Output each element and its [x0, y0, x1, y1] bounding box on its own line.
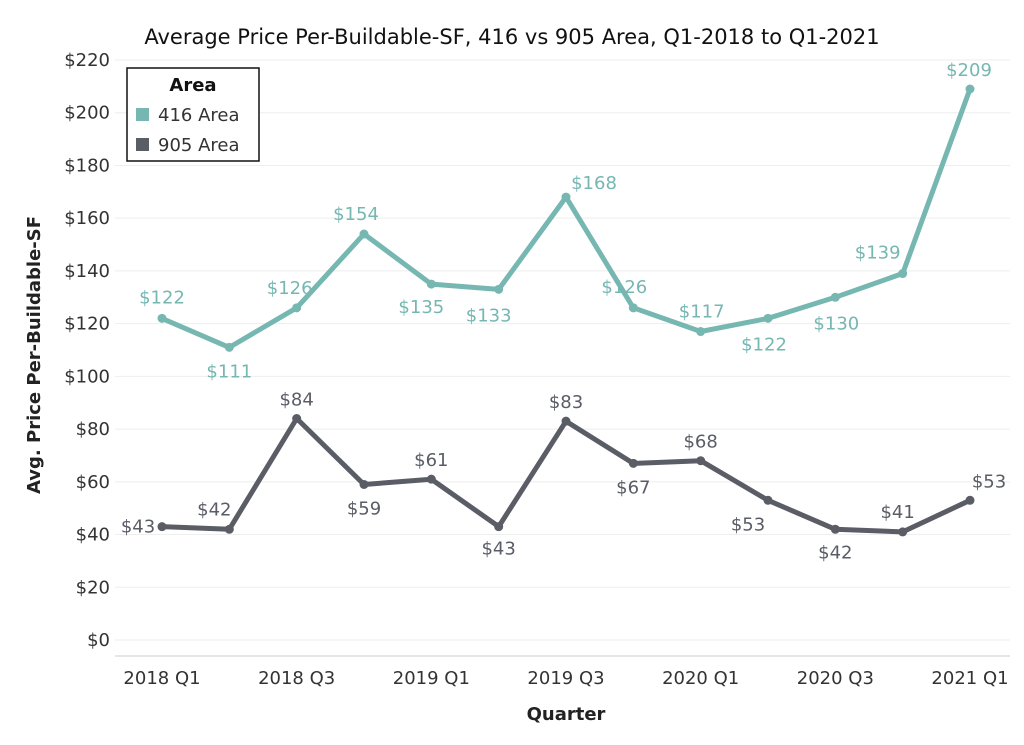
- data-point: [696, 327, 706, 337]
- data-point: [224, 342, 234, 352]
- data-point: [696, 456, 706, 466]
- x-tick-label: 2018 Q3: [258, 668, 335, 689]
- chart-title: Average Price Per-Buildable-SF, 416 vs 9…: [144, 25, 879, 49]
- x-tick-label: 2020 Q1: [662, 668, 739, 689]
- series-points: [157, 84, 975, 537]
- legend-label-905: 905 Area: [158, 135, 240, 156]
- legend: Area 416 Area 905 Area: [126, 67, 260, 162]
- data-label: $53: [731, 514, 765, 535]
- data-point: [965, 84, 975, 94]
- y-tick-label: $20: [76, 577, 110, 598]
- data-point: [157, 313, 167, 323]
- data-label: $67: [616, 477, 650, 498]
- x-axis-title: Quarter: [527, 704, 606, 725]
- y-tick-label: $120: [64, 314, 110, 335]
- data-label: $122: [139, 287, 185, 308]
- data-label: $61: [414, 450, 448, 471]
- x-tick-label: 2020 Q3: [797, 668, 874, 689]
- data-point: [561, 416, 571, 426]
- data-label: $42: [818, 542, 852, 563]
- data-label: $43: [481, 539, 515, 560]
- y-tick-label: $140: [64, 261, 110, 282]
- data-point: [965, 495, 975, 505]
- data-labels: $122 $111 $126 $154 $135 $133 $168 $126 $117 $122…: [121, 60, 1006, 563]
- data-label: $83: [549, 392, 583, 413]
- data-label: $117: [679, 302, 725, 323]
- series-line-905: [159, 416, 973, 535]
- x-tick-label: 2019 Q3: [527, 668, 604, 689]
- data-label: $133: [466, 305, 512, 326]
- y-tick-label: $160: [64, 208, 110, 229]
- data-point: [763, 495, 773, 505]
- data-point: [292, 414, 302, 424]
- y-tick-label: $80: [76, 419, 110, 440]
- data-point: [763, 313, 773, 323]
- data-point: [292, 303, 302, 313]
- data-label: $84: [279, 390, 313, 411]
- y-axis-title: Avg. Price Per-Buildable-SF: [24, 216, 45, 494]
- data-label: $126: [601, 277, 647, 298]
- x-tick-label: 2019 Q1: [393, 668, 470, 689]
- y-tick-label: $180: [64, 155, 110, 176]
- data-point: [224, 524, 234, 534]
- data-label: $168: [571, 173, 617, 194]
- data-label: $43: [121, 517, 155, 538]
- data-label: $68: [683, 432, 717, 453]
- data-point: [494, 284, 504, 294]
- y-tick-label: $60: [76, 472, 110, 493]
- legend-swatch-416: [136, 108, 149, 121]
- data-point: [494, 522, 504, 532]
- data-label: $53: [972, 471, 1006, 492]
- data-point: [157, 522, 167, 532]
- data-label: $111: [206, 361, 252, 382]
- y-tick-label: $220: [64, 50, 110, 71]
- legend-title: Area: [169, 75, 216, 96]
- y-tick-label: $40: [76, 525, 110, 546]
- legend-swatch-905: [136, 138, 149, 151]
- data-label: $126: [267, 278, 313, 299]
- y-axis-ticks: $0 $20 $40 $60 $80 $100 $120 $140 $160 $180 $200 $2…: [64, 50, 110, 651]
- data-point: [628, 458, 638, 468]
- y-tick-label: $200: [64, 103, 110, 124]
- series-lines: [159, 86, 973, 535]
- data-point: [561, 192, 571, 202]
- data-point: [359, 229, 369, 239]
- data-point: [898, 527, 908, 537]
- x-tick-label: 2021 Q1: [931, 668, 1008, 689]
- x-axis-ticks: 2018 Q1 2018 Q3 2019 Q1 2019 Q3 2020 Q1 2020 …: [123, 668, 1008, 689]
- data-label: $139: [855, 243, 901, 264]
- data-label: $42: [197, 499, 231, 520]
- data-label: $59: [347, 498, 381, 519]
- x-tick-label: 2018 Q1: [123, 668, 200, 689]
- data-point: [898, 269, 908, 279]
- data-label: $122: [741, 334, 787, 355]
- data-point: [830, 292, 840, 302]
- data-label: $130: [813, 313, 859, 334]
- data-label: $41: [880, 502, 914, 523]
- data-label: $154: [333, 204, 379, 225]
- data-point: [426, 279, 436, 289]
- legend-label-416: 416 Area: [158, 105, 240, 126]
- data-point: [426, 474, 436, 484]
- data-label: $209: [946, 60, 992, 81]
- data-label: $135: [398, 297, 444, 318]
- y-tick-label: $0: [87, 630, 110, 651]
- data-point: [830, 524, 840, 534]
- data-point: [628, 303, 638, 313]
- data-point: [359, 479, 369, 489]
- y-tick-label: $100: [64, 366, 110, 387]
